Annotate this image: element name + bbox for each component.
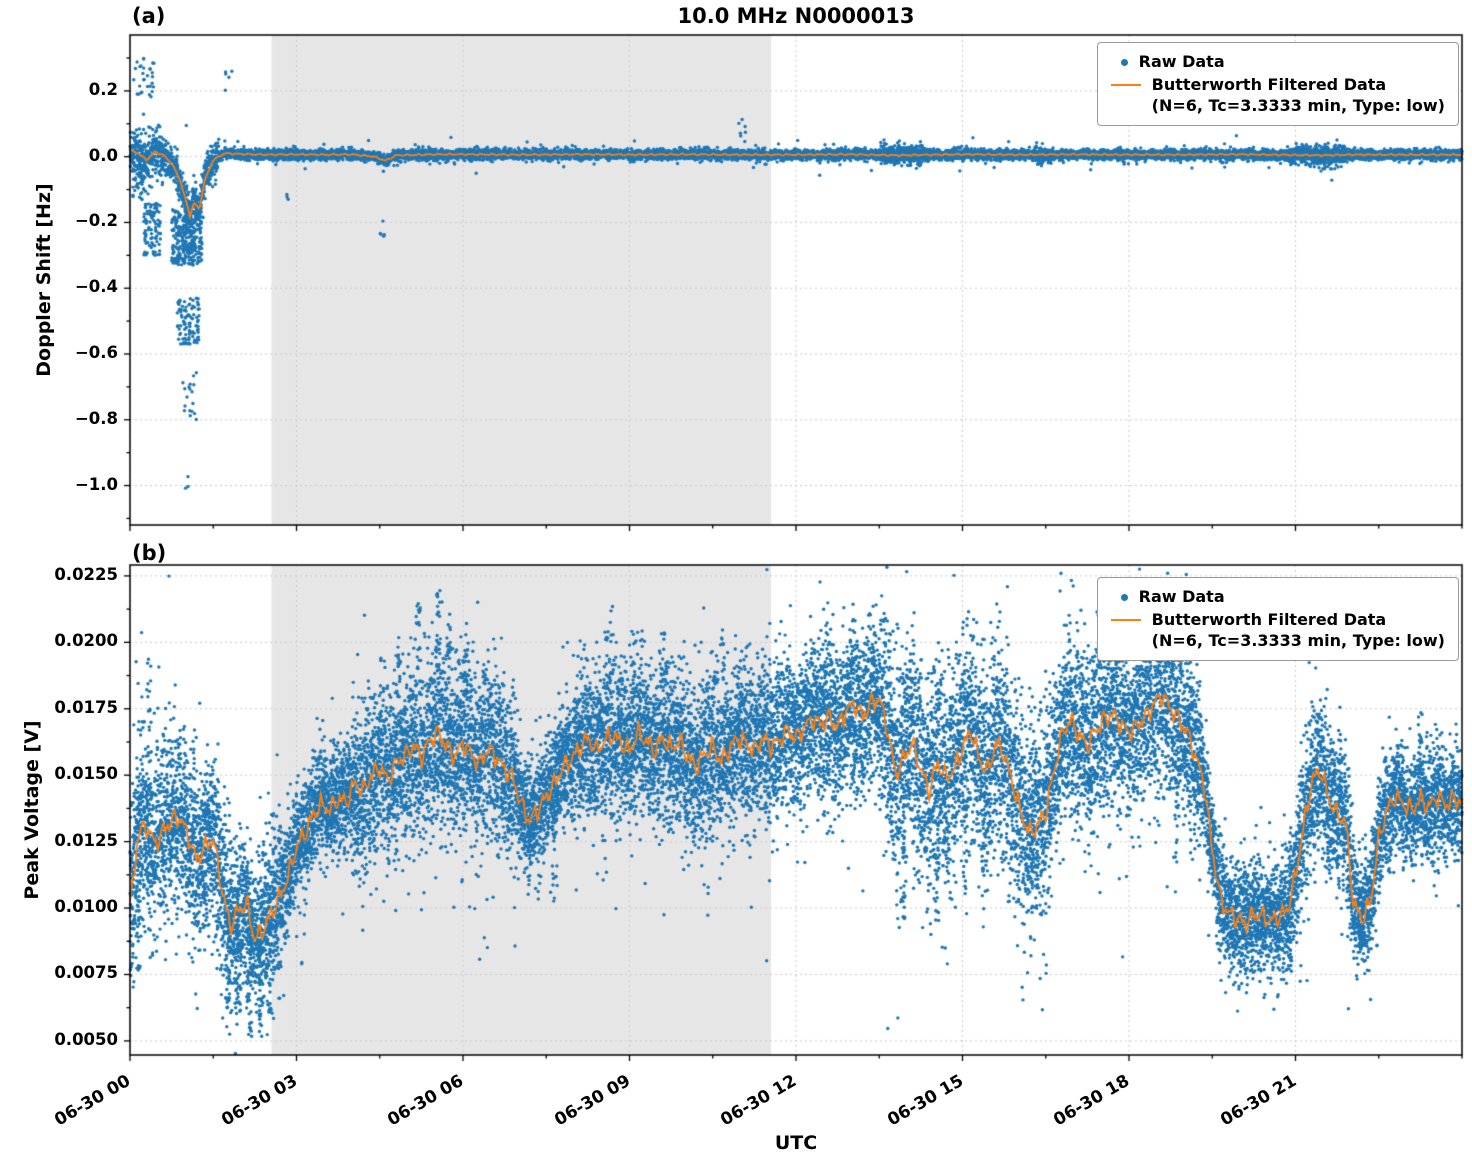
raw-data-label: Raw Data — [1138, 52, 1225, 71]
filtered-data-label-line2: (N=6, Tc=3.3333 min, Type: low) — [1151, 95, 1445, 115]
legend-row-raw: Raw Data — [1111, 52, 1445, 73]
y-tick-label: −0.8 — [74, 408, 118, 428]
y-tick-label: −0.4 — [74, 277, 118, 297]
legend-row-raw: Raw Data — [1111, 587, 1445, 608]
legend-panel-b: Raw Data Butterworth Filtered Data (N=6,… — [1096, 577, 1459, 662]
y-tick-label: 0.0050 — [54, 1029, 118, 1049]
filtered-data-label-line2: (N=6, Tc=3.3333 min, Type: low) — [1151, 630, 1445, 650]
y-tick-label: 0.0150 — [54, 764, 118, 784]
y-tick-label: −0.2 — [74, 211, 118, 231]
y-tick-label: 0.0075 — [54, 963, 118, 983]
y-axis-label-voltage: Peak Voltage [V] — [21, 720, 43, 900]
chart-title: 10.0 MHz N0000013 — [677, 4, 915, 28]
filtered-data-label-line1: Butterworth Filtered Data — [1151, 74, 1387, 94]
legend-row-filtered: Butterworth Filtered Data (N=6, Tc=3.333… — [1110, 75, 1445, 117]
filtered-data-marker-icon — [1110, 83, 1141, 86]
panel-label-b: (b) — [132, 541, 167, 565]
x-axis-label: UTC — [774, 1132, 818, 1154]
filtered-data-label: Butterworth Filtered Data (N=6, Tc=3.333… — [1152, 610, 1445, 652]
y-tick-label: 0.2 — [88, 79, 118, 99]
raw-data-label: Raw Data — [1138, 587, 1225, 606]
filtered-data-label: Butterworth Filtered Data (N=6, Tc=3.333… — [1152, 75, 1445, 117]
raw-data-marker-icon — [1120, 59, 1128, 66]
y-tick-label: −0.6 — [74, 342, 118, 362]
legend-panel-a: Raw Data Butterworth Filtered Data (N=6,… — [1096, 42, 1459, 127]
y-tick-label: 0.0200 — [54, 631, 118, 651]
filtered-data-marker-icon — [1110, 618, 1141, 621]
filtered-data-label-line1: Butterworth Filtered Data — [1151, 609, 1387, 629]
raw-data-marker-icon — [1120, 594, 1128, 601]
panel-label-a: (a) — [132, 4, 166, 28]
y-tick-label: 0.0175 — [54, 697, 118, 717]
y-tick-label: 0.0225 — [54, 564, 118, 584]
y-axis-label-doppler: Doppler Shift [Hz] — [33, 183, 55, 377]
legend-row-filtered: Butterworth Filtered Data (N=6, Tc=3.333… — [1110, 610, 1445, 652]
y-tick-label: −1.0 — [74, 474, 118, 494]
y-tick-label: 0.0125 — [54, 830, 118, 850]
y-tick-label: 0.0 — [88, 145, 118, 165]
y-tick-label: 0.0100 — [54, 897, 118, 917]
